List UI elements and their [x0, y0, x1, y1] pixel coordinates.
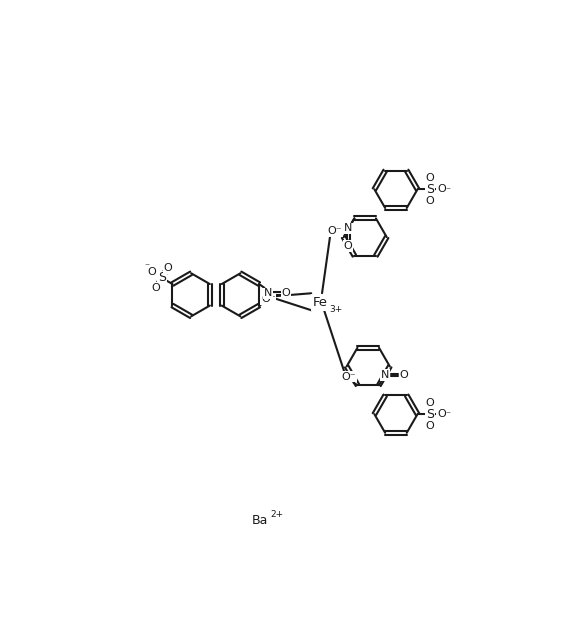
Text: O: O — [344, 241, 353, 251]
Text: 2+: 2+ — [270, 510, 283, 519]
Text: O: O — [426, 173, 434, 183]
Text: S: S — [426, 183, 434, 196]
Text: O: O — [151, 283, 160, 293]
Text: O: O — [163, 263, 172, 273]
Text: O: O — [282, 288, 290, 298]
Text: O⁻: O⁻ — [341, 372, 356, 382]
Text: O: O — [437, 185, 446, 194]
Text: O: O — [426, 398, 434, 408]
Text: S: S — [426, 408, 434, 421]
Text: ⁻: ⁻ — [445, 411, 450, 421]
Text: O: O — [426, 421, 434, 431]
Text: Ba: Ba — [252, 514, 269, 527]
Text: O: O — [147, 267, 156, 277]
Text: N: N — [264, 288, 273, 298]
Text: O⁻: O⁻ — [261, 295, 275, 305]
Text: O: O — [399, 370, 408, 380]
Text: ⁻: ⁻ — [445, 186, 450, 196]
Text: N: N — [344, 224, 352, 234]
Text: O: O — [437, 409, 446, 419]
Text: 3+: 3+ — [329, 305, 342, 314]
Text: O: O — [426, 196, 434, 206]
Text: S: S — [158, 271, 166, 284]
Text: N: N — [381, 370, 389, 380]
Text: O⁻: O⁻ — [328, 226, 343, 236]
Text: Fe: Fe — [313, 296, 328, 309]
Text: ⁻: ⁻ — [145, 263, 150, 273]
